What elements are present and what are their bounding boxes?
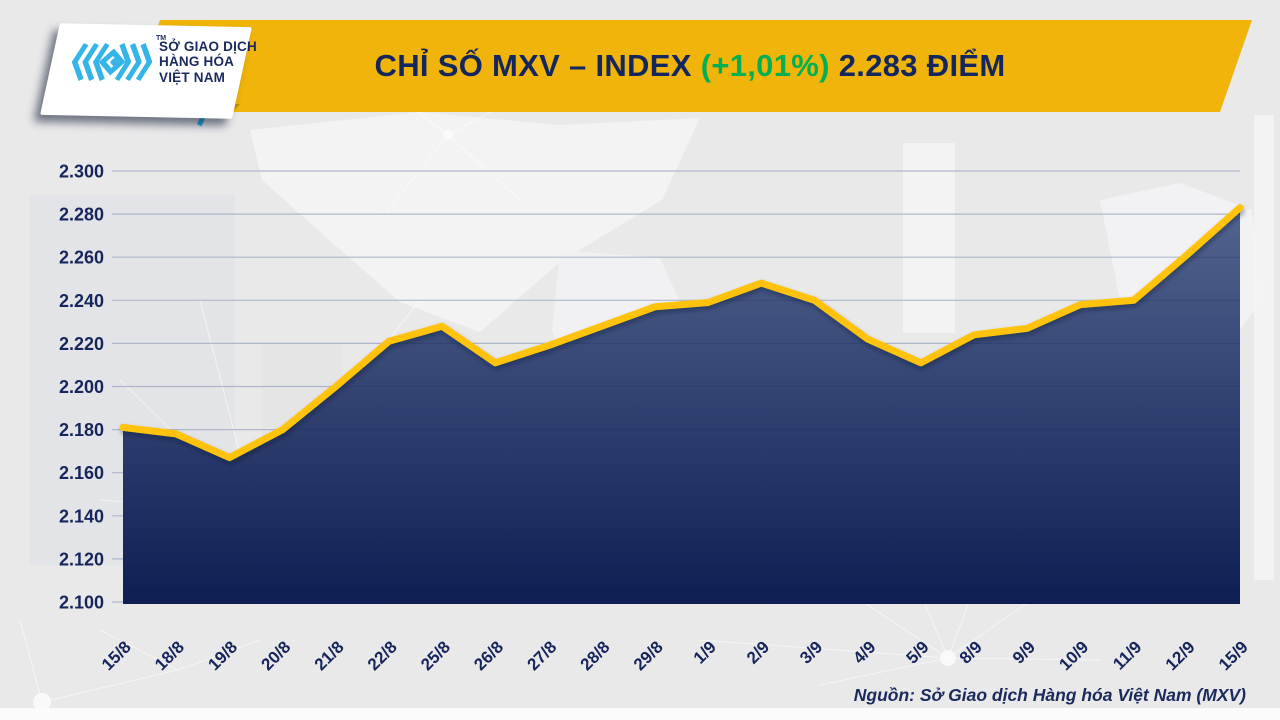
x-axis-label: 2/9 [743, 637, 773, 667]
x-axis-label: 19/8 [204, 637, 241, 674]
x-axis-label: 27/8 [524, 637, 561, 674]
x-axis-label: 1/9 [690, 637, 720, 667]
logo-text: SỞ GIAO DỊCH HÀNG HÓA VIỆT NAM [159, 39, 257, 86]
y-axis-label: 2.260 [59, 248, 104, 268]
x-axis-label: 25/8 [417, 637, 454, 674]
mxv-logo-mark-icon [71, 42, 152, 82]
title-main: CHỈ SỐ MXV – INDEX [374, 48, 692, 83]
x-axis-labels: 15/8 18/8 19/8 20/8 21/8 22/8 25/8 26/8 27/8 28/8… [98, 637, 1252, 674]
page-title: CHỈ SỐ MXV – INDEX (+1,01%) 2.283 ĐIỂM [375, 48, 1006, 84]
x-axis-label: 12/9 [1162, 637, 1199, 674]
y-axis-label: 2.280 [59, 205, 104, 225]
x-axis-label: 3/9 [796, 637, 826, 667]
x-axis-label: 11/9 [1109, 637, 1145, 673]
y-axis-label: 2.160 [59, 463, 104, 483]
x-axis-label: 5/9 [903, 637, 933, 667]
logo-text-line-2: HÀNG HÓA [159, 54, 235, 70]
title-change-percent: (+1,01%) [700, 48, 830, 83]
y-axis-label: 2.220 [59, 334, 104, 354]
x-axis-label: 21/8 [311, 637, 348, 674]
x-axis-label: 26/8 [470, 637, 507, 674]
x-axis-label: 8/9 [956, 637, 986, 667]
logo-text-line-1: SỞ GIAO DỊCH [159, 38, 257, 54]
source-attribution: Nguồn: Sở Giao dịch Hàng hóa Việt Nam (M… [853, 685, 1246, 705]
y-axis-label: 2.140 [59, 506, 104, 526]
title-index-value: 2.283 ĐIỂM [838, 48, 1006, 83]
y-axis-label: 2.200 [59, 377, 104, 397]
x-axis-label: 22/8 [364, 637, 401, 674]
x-axis-label: 10/9 [1055, 637, 1092, 674]
x-axis-label: 28/8 [577, 637, 614, 674]
x-axis-label: 15/9 [1215, 637, 1252, 674]
x-axis-label: 18/8 [151, 637, 188, 674]
area-fill [123, 207, 1240, 604]
y-axis-label: 2.120 [59, 549, 104, 569]
trademark-symbol: TM [156, 35, 167, 42]
x-axis-label: 29/8 [630, 637, 667, 674]
x-axis-label: 9/9 [1009, 637, 1039, 667]
index-line [119, 204, 1244, 462]
x-axis-label: 4/9 [849, 637, 879, 667]
mxv-logo: TM SỞ GIAO DỊCH HÀNG HÓA VIỆT NAM [60, 35, 257, 88]
y-axis-label: 2.300 [59, 162, 104, 182]
logo-text-line-3: VIỆT NAM [159, 69, 226, 85]
title-banner: CHỈ SỐ MXV – INDEX (+1,01%) 2.283 ĐIỂM [128, 20, 1252, 112]
y-axis-label: 2.240 [59, 291, 104, 311]
x-axis-label: 20/8 [258, 637, 295, 674]
y-axis-label: 2.180 [59, 420, 104, 440]
y-axis-label: 2.100 [59, 593, 104, 613]
y-axis-labels: 2.300 2.280 2.260 2.240 2.220 2.200 2.180 2.160… [59, 162, 104, 613]
x-axis-label: 15/8 [98, 637, 135, 674]
bottom-edge-strip [0, 708, 1280, 720]
